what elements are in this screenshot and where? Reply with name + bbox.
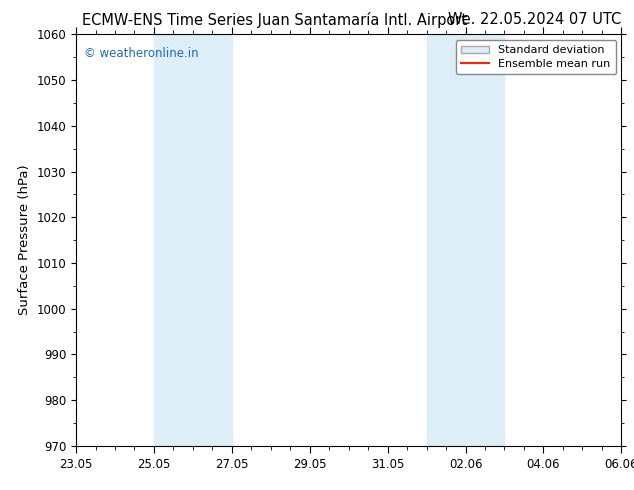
- Legend: Standard deviation, Ensemble mean run: Standard deviation, Ensemble mean run: [456, 40, 616, 74]
- Y-axis label: Surface Pressure (hPa): Surface Pressure (hPa): [18, 165, 31, 316]
- Text: We. 22.05.2024 07 UTC: We. 22.05.2024 07 UTC: [448, 12, 621, 27]
- Bar: [154, 34, 232, 446]
- Bar: [427, 34, 505, 446]
- Text: ECMW-ENS Time Series Juan Santamaría Intl. Airport: ECMW-ENS Time Series Juan Santamaría Int…: [82, 12, 467, 28]
- Text: © weatheronline.in: © weatheronline.in: [84, 47, 199, 60]
